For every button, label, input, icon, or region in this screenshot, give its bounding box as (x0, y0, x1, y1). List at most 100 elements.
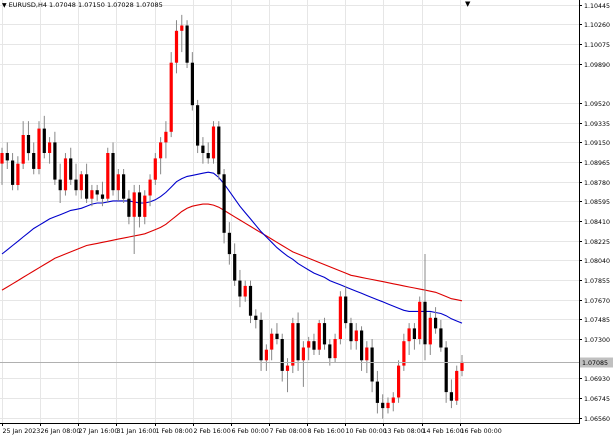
candle-bull (338, 296, 342, 339)
candle-bear (434, 317, 438, 329)
candle-bear (111, 153, 115, 191)
moving-average-slow (1, 203, 463, 302)
candle-bull (37, 128, 41, 169)
candle-bear (375, 381, 379, 403)
candle-bear (127, 198, 131, 217)
price-tick-label: 1.07855 (584, 278, 610, 285)
candle-bull (148, 179, 152, 196)
candle-bull (333, 339, 337, 359)
time-tick-label: 25 Jan 2023 (3, 428, 41, 435)
candle-bear (312, 341, 316, 350)
candle-bear (439, 328, 443, 348)
candle-bull (407, 328, 411, 342)
current-price-text: 1.07085 (582, 360, 608, 367)
candle-bear (42, 128, 46, 153)
candle-bear (444, 347, 448, 393)
time-tick-label: 13 Feb 08:00 (384, 428, 425, 435)
candle-bear (328, 344, 332, 359)
candle-bear (360, 330, 364, 361)
price-tick-label: 1.10260 (584, 22, 610, 29)
candle-bear (201, 145, 205, 153)
candle-bear (254, 315, 258, 320)
candle-bull (164, 131, 168, 143)
time-tick-label: 26 Jan 08:00 (41, 428, 81, 435)
price-tick-label: 1.10445 (584, 3, 610, 10)
candle-bull (397, 365, 401, 398)
candle-bull (180, 25, 184, 31)
candle-bear (322, 323, 327, 345)
candles-layer (0, 14, 464, 419)
candle-bull (169, 62, 173, 132)
price-axis: 1.10445 1.10260 1.10075 1.09890 1.09520 1.093… (579, 3, 610, 423)
candle-bull (418, 301, 422, 339)
time-tick-label: 31 Jan 16:00 (117, 428, 157, 435)
candle-bear (53, 142, 57, 180)
candle-bear (122, 174, 126, 199)
candle-bear (217, 126, 221, 175)
candle-bear (26, 135, 31, 154)
candle-bear (196, 105, 200, 146)
time-tick-label: 7 Feb 08:00 (270, 428, 307, 435)
candle-bear (5, 153, 9, 161)
candle-bull (365, 347, 369, 361)
candle-bull (270, 333, 274, 350)
candle-bull (153, 158, 157, 180)
time-tick-label: 14 Feb 16:00 (423, 428, 464, 435)
candle-bull (90, 190, 94, 199)
candle-bear (32, 153, 36, 169)
time-tick-label: 10 Feb 00:00 (346, 428, 387, 435)
price-tick-label: 1.08965 (584, 160, 610, 167)
price-tick-label: 1.10075 (584, 42, 610, 49)
candle-bear (190, 62, 194, 106)
candle-bull (0, 153, 4, 164)
price-tick-label: 1.06745 (584, 396, 610, 403)
price-tick-label: 1.08780 (584, 180, 610, 187)
price-tick-label: 1.07485 (584, 317, 610, 324)
candle-bull (143, 195, 147, 217)
candle-bear (238, 280, 242, 297)
candle-bull (159, 142, 163, 159)
price-tick-label: 1.06930 (584, 376, 610, 383)
candle-bear (11, 160, 15, 185)
candle-bear (344, 296, 348, 324)
symbol-text: EURUSD,H4 1.07048 1.07150 1.07028 1.0708… (8, 1, 163, 9)
candle-bull (291, 323, 295, 366)
candle-bear (423, 301, 427, 345)
price-tick-label: 1.08595 (584, 199, 610, 206)
price-tick-label: 1.07670 (584, 298, 610, 305)
price-tick-label: 1.07300 (584, 337, 610, 344)
price-tick-label: 1.09520 (584, 101, 610, 108)
candle-bear (74, 179, 78, 191)
candle-bull (391, 397, 395, 403)
time-tick-label: 8 Feb 16:00 (308, 428, 345, 435)
chart-shift-marker-icon[interactable]: ▼ (465, 0, 471, 8)
candle-bear (259, 319, 263, 361)
candle-bull (243, 285, 247, 297)
time-tick-label: 16 Feb 00:00 (461, 428, 502, 435)
candle-bull (174, 30, 179, 63)
candle-bear (233, 254, 237, 281)
price-tick-label: 1.06560 (584, 416, 610, 423)
current-price-box (580, 357, 613, 368)
ma-slow-line (1, 203, 463, 302)
candle-bear (349, 323, 353, 342)
candle-bull (460, 361, 464, 371)
candle-bull (386, 402, 390, 409)
candle-bear (95, 190, 99, 195)
candle-bear (296, 323, 300, 361)
symbol-dropdown-icon[interactable]: ▼ (2, 2, 7, 9)
candle-bull (285, 365, 290, 371)
time-tick-label: 2 Feb 16:00 (194, 428, 231, 435)
candle-bull (132, 192, 136, 217)
candle-bear (280, 339, 284, 371)
candle-bull (16, 163, 20, 185)
candle-bear (227, 232, 231, 255)
candle-bull (317, 323, 321, 350)
candle-bear (137, 192, 142, 217)
time-tick-label: 6 Feb 00:00 (232, 428, 269, 435)
symbol-info: ▼ EURUSD,H4 1.07048 1.07150 1.07028 1.070… (2, 1, 163, 9)
candle-bear (248, 285, 253, 316)
chart-grid (0, 0, 579, 423)
candle-bear (381, 402, 385, 409)
